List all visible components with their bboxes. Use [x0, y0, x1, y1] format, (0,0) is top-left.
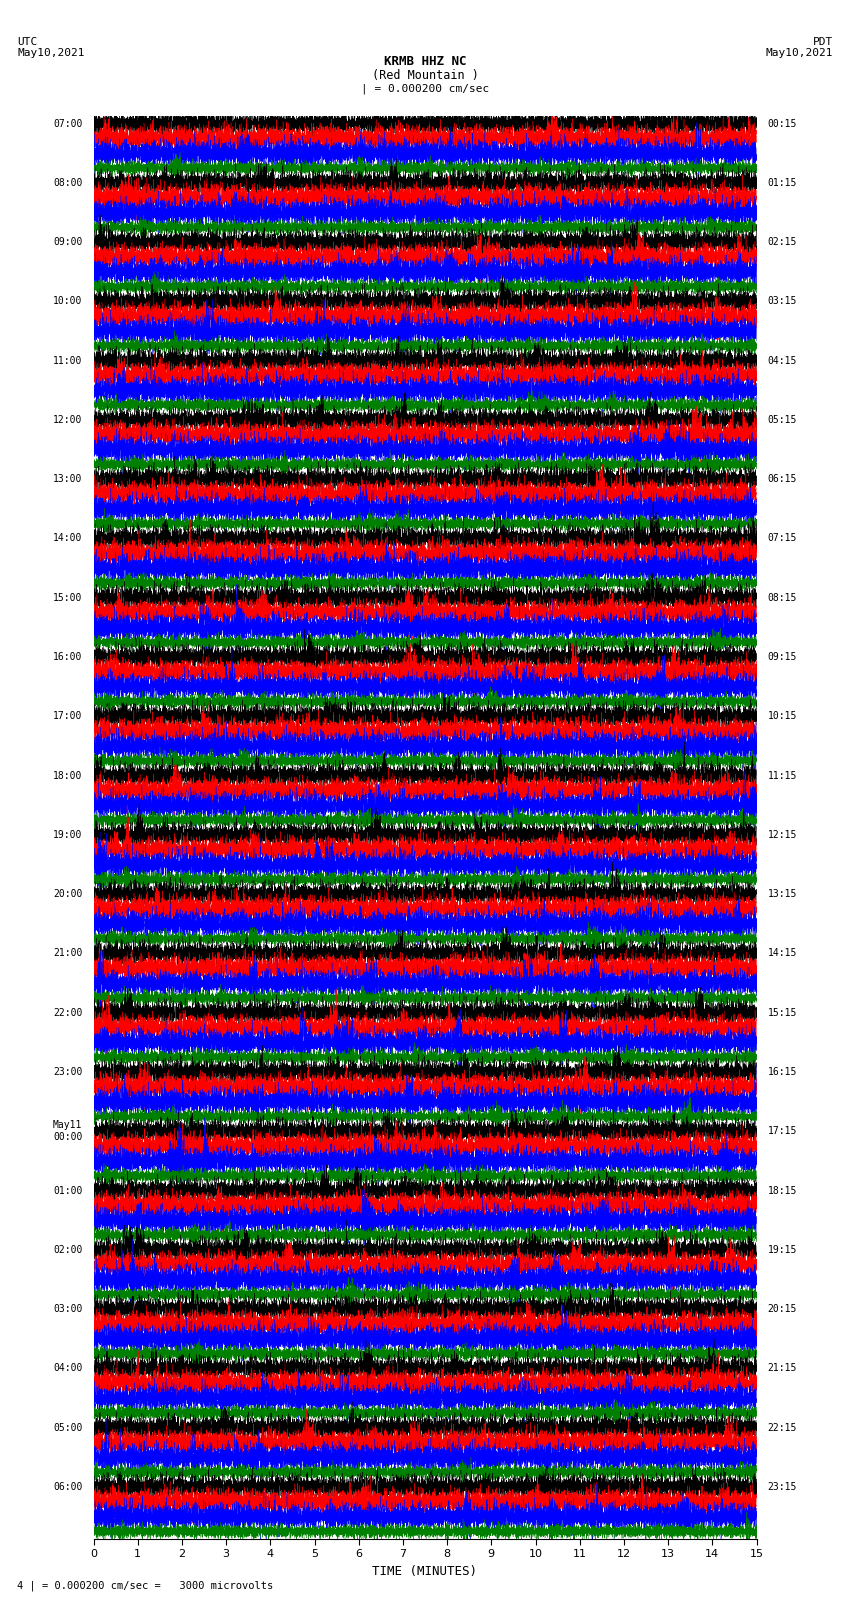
Text: 02:15: 02:15 — [768, 237, 797, 247]
Text: 17:15: 17:15 — [768, 1126, 797, 1136]
Text: | = 0.000200 cm/sec: | = 0.000200 cm/sec — [361, 84, 489, 95]
Text: 08:15: 08:15 — [768, 592, 797, 603]
Text: 23:00: 23:00 — [53, 1066, 82, 1077]
Text: 09:00: 09:00 — [53, 237, 82, 247]
Text: 01:00: 01:00 — [53, 1186, 82, 1195]
Text: 11:15: 11:15 — [768, 771, 797, 781]
Text: (Red Mountain ): (Red Mountain ) — [371, 69, 479, 82]
Text: KRMB HHZ NC: KRMB HHZ NC — [383, 55, 467, 68]
Text: 18:00: 18:00 — [53, 771, 82, 781]
Text: 20:15: 20:15 — [768, 1303, 797, 1315]
Text: 12:15: 12:15 — [768, 829, 797, 840]
Text: 21:00: 21:00 — [53, 948, 82, 958]
Text: 14:00: 14:00 — [53, 534, 82, 544]
Text: 09:15: 09:15 — [768, 652, 797, 661]
Text: 10:15: 10:15 — [768, 711, 797, 721]
Text: 22:00: 22:00 — [53, 1008, 82, 1018]
Text: 04:00: 04:00 — [53, 1363, 82, 1373]
Text: May10,2021: May10,2021 — [766, 48, 833, 58]
Text: 15:15: 15:15 — [768, 1008, 797, 1018]
Text: 22:15: 22:15 — [768, 1423, 797, 1432]
Text: 06:15: 06:15 — [768, 474, 797, 484]
Text: PDT: PDT — [813, 37, 833, 47]
Text: 05:00: 05:00 — [53, 1423, 82, 1432]
Text: 18:15: 18:15 — [768, 1186, 797, 1195]
Text: UTC: UTC — [17, 37, 37, 47]
Text: 03:00: 03:00 — [53, 1303, 82, 1315]
Text: 07:15: 07:15 — [768, 534, 797, 544]
Text: 13:15: 13:15 — [768, 889, 797, 898]
Text: 15:00: 15:00 — [53, 592, 82, 603]
X-axis label: TIME (MINUTES): TIME (MINUTES) — [372, 1565, 478, 1578]
Text: 02:00: 02:00 — [53, 1245, 82, 1255]
Text: 17:00: 17:00 — [53, 711, 82, 721]
Text: 13:00: 13:00 — [53, 474, 82, 484]
Text: 00:15: 00:15 — [768, 118, 797, 129]
Text: 21:15: 21:15 — [768, 1363, 797, 1373]
Text: 11:00: 11:00 — [53, 355, 82, 366]
Text: 08:00: 08:00 — [53, 177, 82, 187]
Text: 01:15: 01:15 — [768, 177, 797, 187]
Text: 14:15: 14:15 — [768, 948, 797, 958]
Text: 20:00: 20:00 — [53, 889, 82, 898]
Text: 16:00: 16:00 — [53, 652, 82, 661]
Text: 19:15: 19:15 — [768, 1245, 797, 1255]
Text: 07:00: 07:00 — [53, 118, 82, 129]
Text: 23:15: 23:15 — [768, 1482, 797, 1492]
Text: 4 | = 0.000200 cm/sec =   3000 microvolts: 4 | = 0.000200 cm/sec = 3000 microvolts — [17, 1581, 273, 1592]
Text: 06:00: 06:00 — [53, 1482, 82, 1492]
Text: 19:00: 19:00 — [53, 829, 82, 840]
Text: 05:15: 05:15 — [768, 415, 797, 424]
Text: 04:15: 04:15 — [768, 355, 797, 366]
Text: 10:00: 10:00 — [53, 297, 82, 306]
Text: 16:15: 16:15 — [768, 1066, 797, 1077]
Text: 12:00: 12:00 — [53, 415, 82, 424]
Text: May10,2021: May10,2021 — [17, 48, 84, 58]
Text: May11
00:00: May11 00:00 — [53, 1121, 82, 1142]
Text: 03:15: 03:15 — [768, 297, 797, 306]
